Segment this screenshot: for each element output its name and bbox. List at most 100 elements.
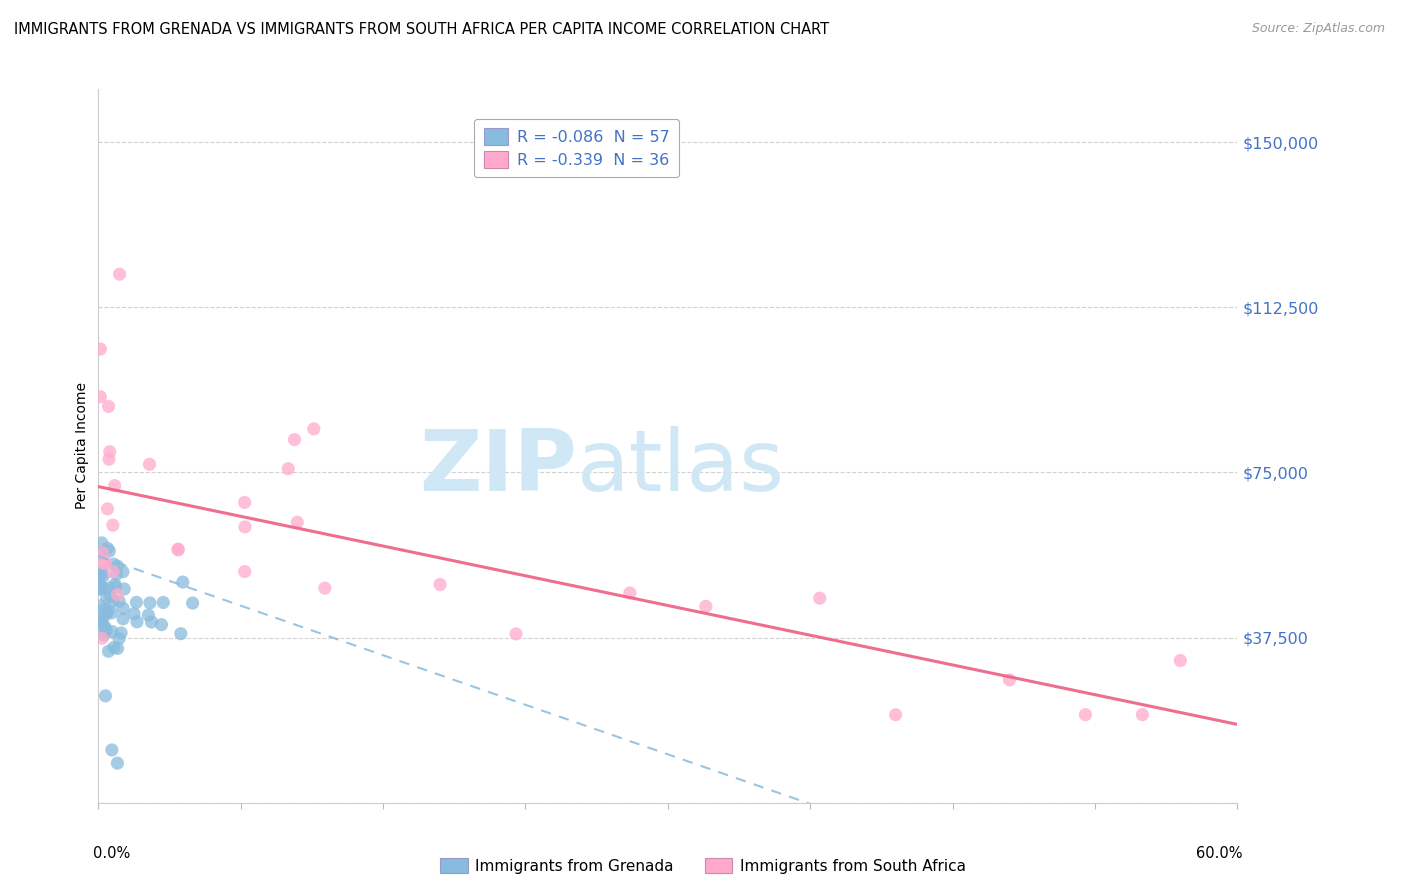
Point — [101, 624, 124, 639]
Point — [89, 547, 111, 561]
Point — [112, 612, 135, 626]
Y-axis label: Per Capita Income: Per Capita Income — [76, 383, 90, 509]
Point — [302, 422, 325, 436]
Legend: R = -0.086  N = 57, R = -0.339  N = 36: R = -0.086 N = 57, R = -0.339 N = 36 — [474, 119, 679, 178]
Point — [139, 596, 162, 610]
Point — [105, 588, 128, 602]
Point — [96, 591, 118, 605]
Point — [138, 608, 160, 623]
Point — [107, 641, 129, 656]
Point — [141, 615, 163, 629]
Point — [108, 632, 131, 646]
Point — [94, 624, 117, 638]
Point — [112, 582, 135, 596]
Point — [97, 400, 120, 414]
Point — [150, 617, 173, 632]
Point — [90, 569, 112, 583]
Point — [97, 644, 120, 658]
Text: atlas: atlas — [576, 425, 785, 509]
Point — [94, 689, 117, 703]
Point — [103, 594, 125, 608]
Point — [105, 567, 128, 582]
Point — [233, 565, 256, 579]
Point — [96, 541, 118, 556]
Point — [167, 542, 190, 557]
Text: 0.0%: 0.0% — [93, 846, 129, 861]
Point — [1170, 654, 1192, 668]
Point — [89, 342, 111, 356]
Point — [98, 444, 121, 458]
Point — [111, 565, 134, 579]
Point — [90, 612, 112, 626]
Point — [998, 673, 1021, 687]
Point — [98, 589, 121, 603]
Point — [1074, 707, 1097, 722]
Point — [138, 458, 160, 472]
Point — [101, 743, 124, 757]
Point — [87, 575, 110, 590]
Point — [110, 626, 132, 640]
Point — [91, 580, 114, 594]
Point — [87, 567, 110, 582]
Point — [104, 478, 127, 492]
Point — [93, 568, 115, 582]
Point — [94, 621, 117, 635]
Point — [1132, 707, 1154, 722]
Point — [97, 604, 120, 618]
Point — [429, 577, 451, 591]
Point — [98, 544, 121, 558]
Point — [89, 390, 111, 404]
Point — [93, 618, 115, 632]
Point — [122, 607, 145, 621]
Text: IMMIGRANTS FROM GRENADA VS IMMIGRANTS FROM SOUTH AFRICA PER CAPITA INCOME CORREL: IMMIGRANTS FROM GRENADA VS IMMIGRANTS FR… — [14, 22, 830, 37]
Point — [101, 565, 124, 579]
Point — [285, 516, 308, 530]
Point — [89, 613, 111, 627]
Point — [884, 707, 907, 722]
Point — [170, 626, 193, 640]
Legend: Immigrants from Grenada, Immigrants from South Africa: Immigrants from Grenada, Immigrants from… — [434, 852, 972, 880]
Point — [98, 581, 121, 595]
Point — [125, 615, 148, 629]
Point — [619, 586, 641, 600]
Text: Source: ZipAtlas.com: Source: ZipAtlas.com — [1251, 22, 1385, 36]
Point — [112, 601, 135, 615]
Point — [107, 756, 129, 771]
Point — [505, 627, 527, 641]
Point — [103, 557, 125, 571]
Text: ZIP: ZIP — [419, 425, 576, 509]
Point — [104, 580, 127, 594]
Point — [93, 602, 115, 616]
Point — [89, 599, 111, 613]
Text: 60.0%: 60.0% — [1197, 846, 1243, 861]
Point — [233, 520, 256, 534]
Point — [233, 495, 256, 509]
Point — [103, 640, 125, 655]
Point — [91, 631, 114, 645]
Point — [172, 575, 194, 590]
Point — [97, 452, 120, 467]
Point — [101, 606, 124, 620]
Point — [108, 594, 131, 608]
Point — [314, 581, 336, 595]
Point — [283, 433, 305, 447]
Point — [125, 595, 148, 609]
Point — [152, 595, 174, 609]
Point — [94, 607, 117, 622]
Point — [104, 577, 127, 591]
Point — [107, 559, 129, 574]
Point — [91, 546, 114, 560]
Point — [90, 565, 112, 579]
Point — [277, 461, 299, 475]
Point — [96, 501, 118, 516]
Point — [87, 582, 110, 597]
Point — [91, 556, 114, 570]
Point — [91, 581, 114, 595]
Point — [90, 536, 112, 550]
Point — [808, 591, 831, 606]
Point — [695, 599, 717, 614]
Point — [94, 556, 117, 570]
Point — [108, 267, 131, 281]
Point — [181, 596, 204, 610]
Point — [101, 518, 124, 533]
